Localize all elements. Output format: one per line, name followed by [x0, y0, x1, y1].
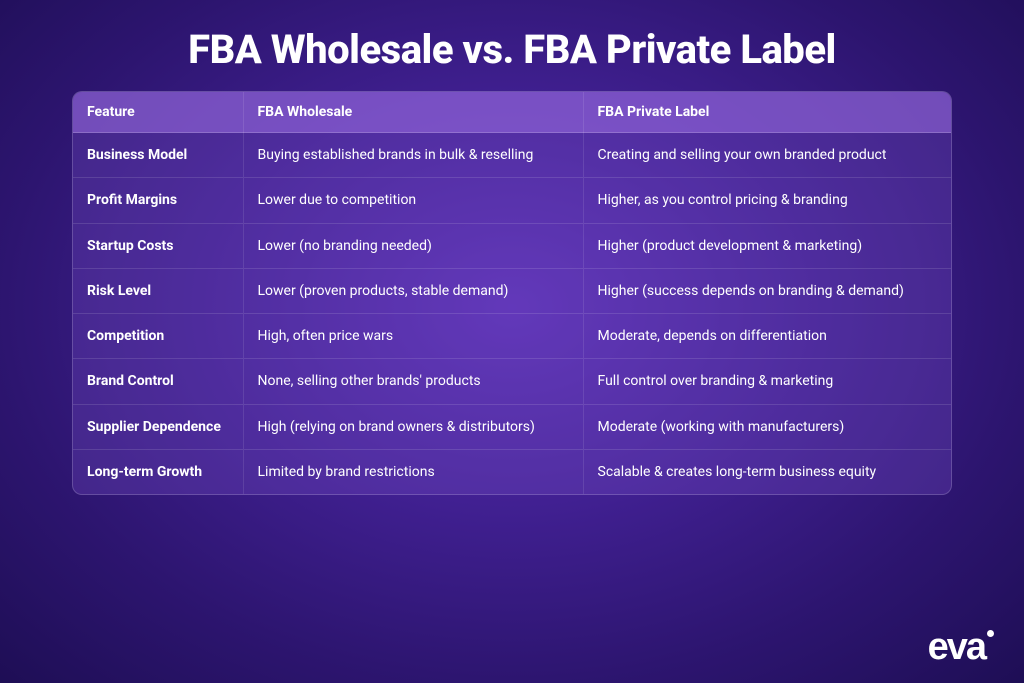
col-header-feature: Feature: [73, 92, 243, 133]
private-label-cell: Higher, as you control pricing & brandin…: [583, 178, 951, 223]
feature-cell: Risk Level: [73, 268, 243, 313]
wholesale-cell: Lower due to competition: [243, 178, 583, 223]
col-header-wholesale: FBA Wholesale: [243, 92, 583, 133]
table-row: Supplier Dependence High (relying on bra…: [73, 404, 951, 449]
brand-logo: eva: [928, 626, 994, 669]
private-label-cell: Creating and selling your own branded pr…: [583, 133, 951, 178]
comparison-table-container: Feature FBA Wholesale FBA Private Label …: [72, 91, 952, 495]
feature-cell: Profit Margins: [73, 178, 243, 223]
private-label-cell: Moderate, depends on differentiation: [583, 314, 951, 359]
table-row: Startup Costs Lower (no branding needed)…: [73, 223, 951, 268]
feature-cell: Competition: [73, 314, 243, 359]
feature-cell: Supplier Dependence: [73, 404, 243, 449]
logo-text: eva: [928, 626, 985, 668]
feature-cell: Brand Control: [73, 359, 243, 404]
wholesale-cell: High (relying on brand owners & distribu…: [243, 404, 583, 449]
wholesale-cell: Limited by brand restrictions: [243, 450, 583, 495]
private-label-cell: Scalable & creates long-term business eq…: [583, 450, 951, 495]
table-row: Business Model Buying established brands…: [73, 133, 951, 178]
table-row: Risk Level Lower (proven products, stabl…: [73, 268, 951, 313]
wholesale-cell: Lower (no branding needed): [243, 223, 583, 268]
private-label-cell: Full control over branding & marketing: [583, 359, 951, 404]
private-label-cell: Higher (product development & marketing): [583, 223, 951, 268]
private-label-cell: Moderate (working with manufacturers): [583, 404, 951, 449]
table-row: Brand Control None, selling other brands…: [73, 359, 951, 404]
table-header-row: Feature FBA Wholesale FBA Private Label: [73, 92, 951, 133]
col-header-private-label: FBA Private Label: [583, 92, 951, 133]
wholesale-cell: High, often price wars: [243, 314, 583, 359]
feature-cell: Business Model: [73, 133, 243, 178]
table-row: Profit Margins Lower due to competition …: [73, 178, 951, 223]
feature-cell: Startup Costs: [73, 223, 243, 268]
page-title: FBA Wholesale vs. FBA Private Label: [0, 0, 1024, 91]
wholesale-cell: Buying established brands in bulk & rese…: [243, 133, 583, 178]
wholesale-cell: None, selling other brands' products: [243, 359, 583, 404]
logo-dot-icon: [987, 630, 994, 637]
table-row: Long-term Growth Limited by brand restri…: [73, 450, 951, 495]
feature-cell: Long-term Growth: [73, 450, 243, 495]
private-label-cell: Higher (success depends on branding & de…: [583, 268, 951, 313]
table-row: Competition High, often price wars Moder…: [73, 314, 951, 359]
comparison-table: Feature FBA Wholesale FBA Private Label …: [73, 92, 951, 494]
wholesale-cell: Lower (proven products, stable demand): [243, 268, 583, 313]
